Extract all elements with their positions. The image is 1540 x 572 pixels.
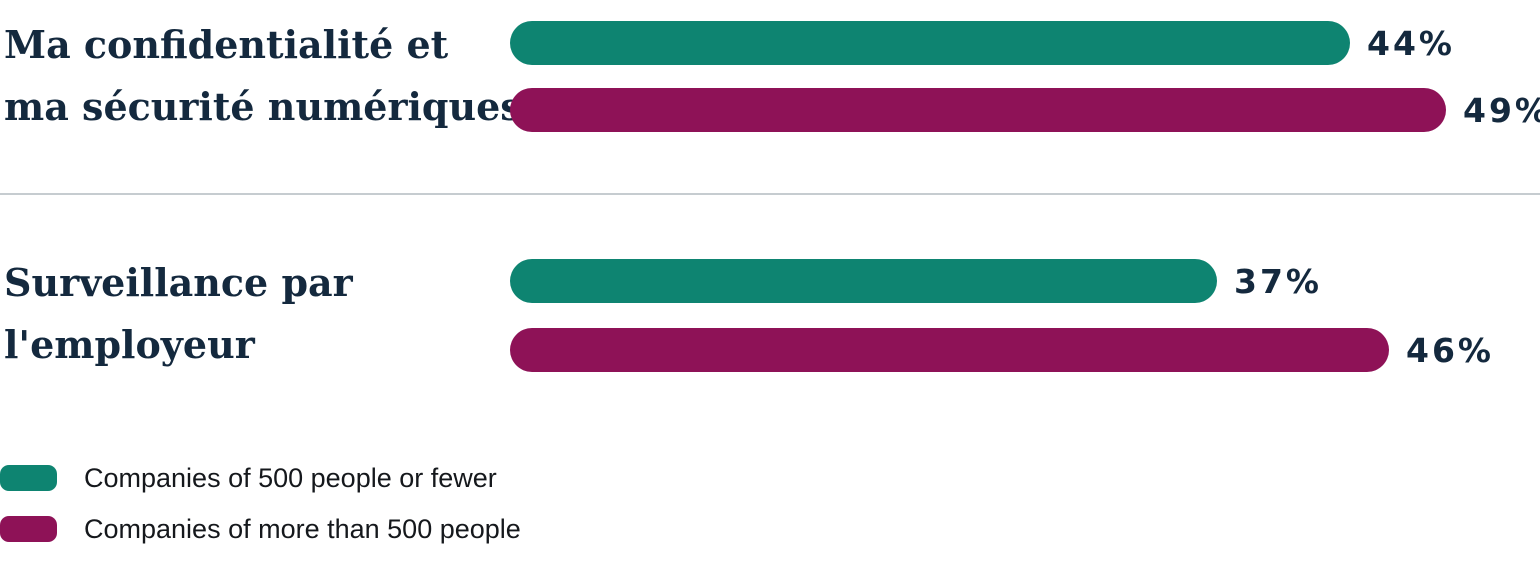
bar-small-companies-privacy — [510, 21, 1350, 65]
bar-large-companies-surveillance — [510, 328, 1389, 372]
value-label: 46% — [1406, 330, 1494, 370]
category-label-line: Ma confidentialité et — [4, 22, 449, 67]
value-label: 37% — [1234, 261, 1322, 301]
legend-swatch-magenta — [0, 516, 57, 542]
legend-label: Companies of 500 people or fewer — [84, 462, 497, 493]
group-divider — [0, 193, 1540, 195]
bar-row: 44% — [510, 21, 1455, 65]
category-label-line: l'employeur — [4, 322, 255, 367]
bar-row: 37% — [510, 259, 1322, 303]
bar-small-companies-surveillance — [510, 259, 1217, 303]
category-label-employer-surveillance: Surveillance par l'employeur — [4, 252, 353, 376]
category-label-line: Surveillance par — [4, 260, 353, 305]
value-label: 49% — [1463, 90, 1540, 130]
bar-large-companies-privacy — [510, 88, 1446, 132]
category-label-line: ma sécurité numériques — [4, 84, 522, 129]
legend-swatch-teal — [0, 465, 57, 491]
legend-label: Companies of more than 500 people — [84, 513, 521, 544]
bar-row: 46% — [510, 328, 1494, 372]
legend-item-small-companies: Companies of 500 people or fewer — [0, 462, 497, 493]
bar-row: 49% — [510, 88, 1540, 132]
legend-item-large-companies: Companies of more than 500 people — [0, 513, 521, 544]
value-label: 44% — [1367, 23, 1455, 63]
category-label-privacy-security: Ma confidentialité et ma sécurité numéri… — [4, 14, 522, 138]
